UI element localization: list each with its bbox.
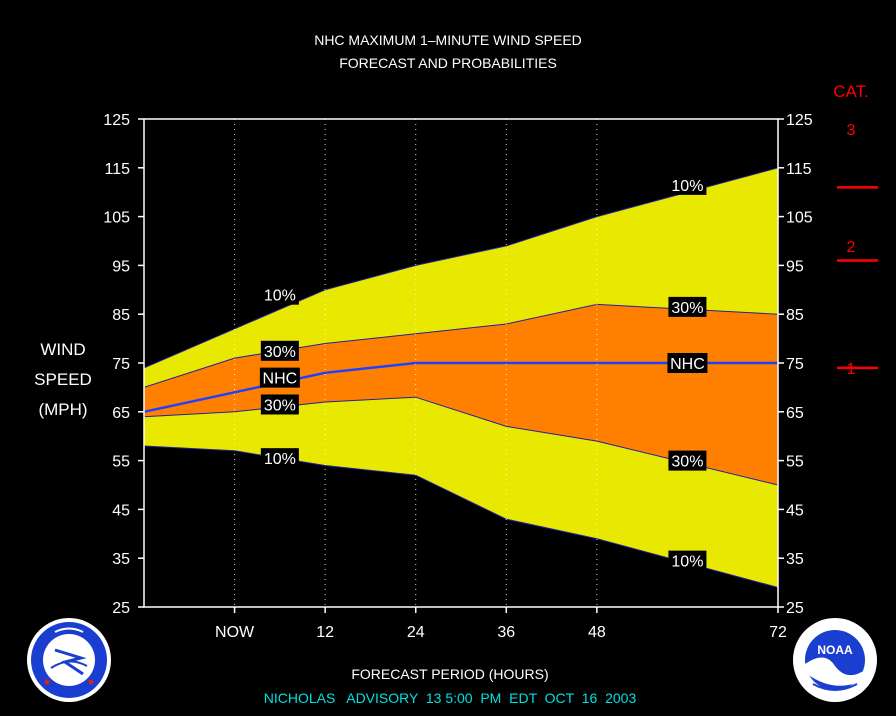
axis-ticks: 25 25 35 35 45 45 55 55 65 65 75 75 85 85 95 95 105 105 11… xyxy=(103,112,813,641)
y-tick-label-right: 105 xyxy=(786,210,813,227)
nws-logo xyxy=(27,618,111,702)
y-tick-label-right: 115 xyxy=(786,161,812,178)
y-axis-label-line-3: (MPH) xyxy=(38,400,87,419)
band-label: 10% xyxy=(671,178,703,195)
y-tick-label-right: 85 xyxy=(786,307,804,324)
y-tick-label-right: 55 xyxy=(786,454,804,471)
x-axis-label: FORECAST PERIOD (HOURS) xyxy=(351,666,548,682)
band-labels: 10% 30% NHC 30% 10% 10% 30% NHC 30% 10% xyxy=(259,174,708,571)
band-label: 30% xyxy=(264,344,296,361)
band-label-box xyxy=(668,296,707,317)
noaa-logo-text: NOAA xyxy=(817,643,853,657)
y-tick-label-right: 65 xyxy=(786,405,804,422)
chart-title-line-1: NHC MAXIMUM 1–MINUTE WIND SPEED xyxy=(314,32,582,48)
x-tick-label: 12 xyxy=(316,624,334,641)
band-label-box xyxy=(667,353,708,373)
y-tick-label-left: 85 xyxy=(112,307,130,324)
band-label: 10% xyxy=(264,288,296,305)
band-label: 10% xyxy=(264,451,296,468)
lower-10pct-line xyxy=(143,445,779,588)
y-axis-label-line-2: SPEED xyxy=(34,370,92,389)
lower-30pct-line xyxy=(143,396,779,486)
y-tick-label-right: 45 xyxy=(786,502,804,519)
chart-title-line-2: FORECAST AND PROBABILITIES xyxy=(339,55,557,71)
y-tick-label-left: 45 xyxy=(112,502,130,519)
band-label: 10% xyxy=(671,554,703,571)
noaa-logo: NOAA xyxy=(793,618,877,702)
nhc-forecast-line xyxy=(143,361,778,414)
x-tick-label: 72 xyxy=(769,624,787,641)
y-tick-label-left: 105 xyxy=(103,210,130,227)
band-label-box xyxy=(668,450,707,471)
inner-30pct-band xyxy=(144,304,778,485)
band-label: NHC xyxy=(670,356,705,373)
band-label-box xyxy=(260,284,299,305)
y-tick-label-right: 35 xyxy=(786,551,804,568)
band-label-box xyxy=(260,394,299,415)
band-label: 30% xyxy=(671,300,703,317)
band-label-box xyxy=(668,174,707,195)
band-label-box xyxy=(260,340,299,361)
x-tick-label: NOW xyxy=(215,624,255,641)
category-title: CAT. xyxy=(833,82,869,101)
y-tick-label-right: 125 xyxy=(786,112,813,129)
category-scale: CAT. 3 2 1 xyxy=(833,82,878,378)
y-tick-label-right: 95 xyxy=(786,258,804,275)
y-tick-label-left: 95 xyxy=(112,258,130,275)
x-tick-label: 48 xyxy=(588,624,606,641)
band-label: NHC xyxy=(263,371,298,388)
x-tick-label: 24 xyxy=(407,624,425,641)
y-tick-label-left: 115 xyxy=(104,161,130,178)
upper-10pct-line xyxy=(143,167,779,369)
band-label: 30% xyxy=(264,397,296,414)
y-tick-label-right: 25 xyxy=(786,600,804,617)
band-label-box xyxy=(260,448,299,469)
band-label-box xyxy=(668,550,707,571)
advisory-footer: NICHOLAS ADVISORY 13 5:00 PM EDT OCT 16 … xyxy=(264,690,637,706)
category-label: 1 xyxy=(847,361,856,378)
y-tick-label-left: 55 xyxy=(112,454,130,471)
y-tick-label-left: 65 xyxy=(112,405,130,422)
y-tick-label-right: 75 xyxy=(786,356,804,373)
category-label: 2 xyxy=(847,239,856,256)
probability-bands xyxy=(143,167,779,588)
category-label: 3 xyxy=(847,122,856,139)
band-label: 30% xyxy=(671,454,703,471)
y-tick-label-left: 35 xyxy=(112,551,130,568)
y-tick-label-left: 25 xyxy=(112,600,130,617)
band-label-box xyxy=(259,367,300,388)
y-tick-label-left: 75 xyxy=(112,356,130,373)
x-tick-label: 36 xyxy=(497,624,515,641)
y-axis-label-line-1: WIND xyxy=(40,340,85,359)
y-tick-label-left: 125 xyxy=(103,112,130,129)
